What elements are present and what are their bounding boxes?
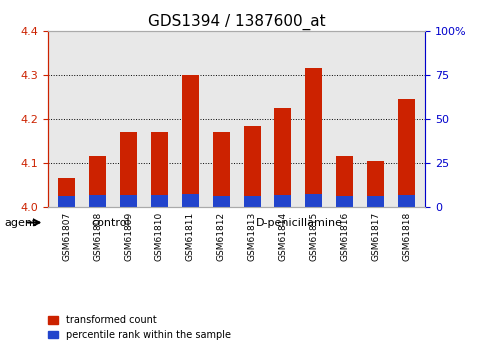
- Bar: [305, 68, 322, 207]
- Bar: [367, 161, 384, 207]
- Bar: [151, 195, 168, 207]
- Bar: [213, 132, 230, 207]
- Bar: [243, 126, 261, 207]
- Text: control: control: [92, 218, 130, 227]
- Bar: [120, 195, 137, 207]
- Bar: [213, 196, 230, 207]
- Bar: [58, 196, 75, 207]
- Title: GDS1394 / 1387600_at: GDS1394 / 1387600_at: [148, 13, 326, 30]
- Bar: [398, 99, 415, 207]
- Bar: [151, 132, 168, 207]
- Bar: [89, 195, 106, 207]
- Bar: [120, 132, 137, 207]
- Bar: [398, 195, 415, 207]
- Bar: [274, 195, 291, 207]
- Bar: [182, 194, 199, 207]
- Bar: [243, 196, 261, 207]
- Bar: [367, 196, 384, 207]
- Text: agent: agent: [5, 218, 37, 227]
- Bar: [274, 108, 291, 207]
- Bar: [336, 156, 353, 207]
- Bar: [58, 178, 75, 207]
- Bar: [336, 196, 353, 207]
- Legend: transformed count, percentile rank within the sample: transformed count, percentile rank withi…: [48, 315, 231, 340]
- Bar: [305, 194, 322, 207]
- Bar: [89, 156, 106, 207]
- Bar: [182, 75, 199, 207]
- Text: D-penicillamine: D-penicillamine: [256, 218, 343, 227]
